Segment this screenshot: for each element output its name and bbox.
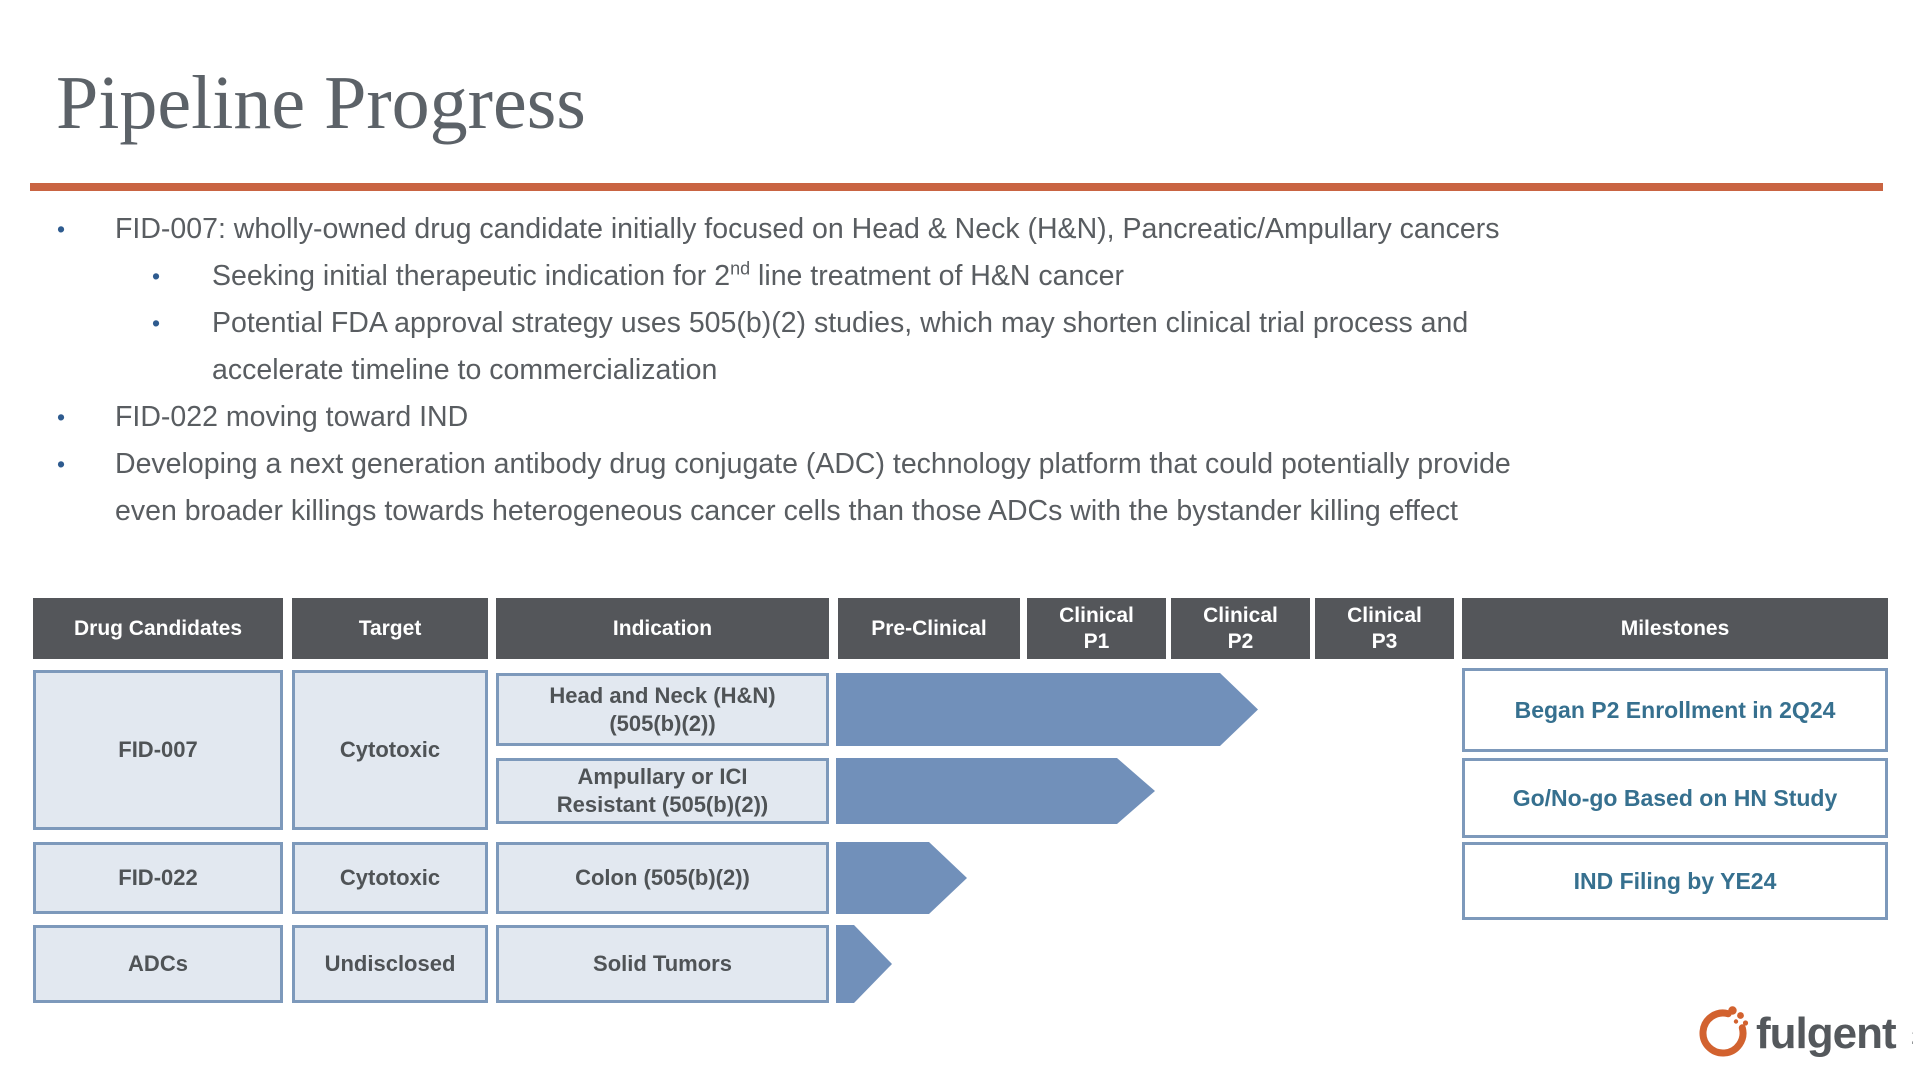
bullet-text-part: line treatment of H&N cancer xyxy=(750,260,1124,292)
brand-name: fulgent xyxy=(1756,1008,1897,1058)
header-clinical-p3: Clinical P3 xyxy=(1315,598,1454,659)
cell-drug-adcs: ADCs xyxy=(33,925,283,1003)
header-target: Target xyxy=(292,598,488,659)
progress-arrow-head-neck xyxy=(836,673,1258,746)
cell-drug-fid007: FID-007 xyxy=(33,670,283,830)
cell-indication-ampullary: Ampullary or ICI Resistant (505(b)(2)) xyxy=(496,758,829,824)
bullet-adc: • Developing a next generation antibody … xyxy=(45,441,1525,535)
milestone-ind-filing: IND Filing by YE24 xyxy=(1462,842,1888,920)
footer: fulgent 29 xyxy=(1694,1000,1913,1067)
bullet-text-line: even broader killings towards heterogene… xyxy=(115,495,1458,527)
bullet-marker: • xyxy=(152,310,161,336)
bullet-list: • FID-007: wholly-owned drug candidate i… xyxy=(45,206,1525,535)
cell-drug-fid022: FID-022 xyxy=(33,842,283,914)
page-number: 29 xyxy=(1912,1026,1913,1050)
bullet-fid007: • FID-007: wholly-owned drug candidate i… xyxy=(45,206,1525,253)
cell-target-fid022: Cytotoxic xyxy=(292,842,488,914)
progress-arrow-colon xyxy=(836,842,967,914)
progress-arrow-solid-tumors xyxy=(836,925,892,1003)
header-pre-clinical: Pre-Clinical xyxy=(838,598,1020,659)
header-milestones: Milestones xyxy=(1462,598,1888,659)
milestone-p2-enrollment: Began P2 Enrollment in 2Q24 xyxy=(1462,668,1888,752)
bullet-marker: • xyxy=(152,263,161,289)
bullet-text: FID-007: wholly-owned drug candidate ini… xyxy=(115,213,1500,245)
header-indication: Indication xyxy=(496,598,829,659)
bullet-text: FID-022 moving toward IND xyxy=(115,401,469,433)
bullet-text-line: Potential FDA approval strategy uses 505… xyxy=(212,307,1469,339)
fulgent-logo-icon xyxy=(1694,1000,1752,1067)
cell-indication-head-neck: Head and Neck (H&N) (505(b)(2)) xyxy=(496,673,829,746)
bullet-text: Developing a next generation antibody dr… xyxy=(115,441,1525,535)
bullet-marker: • xyxy=(57,404,66,430)
superscript: nd xyxy=(730,258,751,279)
header-clinical-p1: Clinical P1 xyxy=(1027,598,1166,659)
milestone-go-no-go: Go/No-go Based on HN Study xyxy=(1462,758,1888,838)
header-clinical-p2: Clinical P2 xyxy=(1171,598,1310,659)
bullet-text-line: accelerate timeline to commercialization xyxy=(212,354,718,386)
bullet-text: Seeking initial therapeutic indication f… xyxy=(212,253,1525,300)
bullet-marker: • xyxy=(57,216,66,242)
bullet-fid022: • FID-022 moving toward IND xyxy=(45,394,1525,441)
bullet-marker: • xyxy=(57,451,66,477)
cell-target-fid007: Cytotoxic xyxy=(292,670,488,830)
cell-target-adcs: Undisclosed xyxy=(292,925,488,1003)
page-title: Pipeline Progress xyxy=(56,61,586,145)
bullet-fid007-sub1: • Seeking initial therapeutic indication… xyxy=(45,253,1525,300)
cell-indication-colon: Colon (505(b)(2)) xyxy=(496,842,829,914)
bullet-fid007-sub2: • Potential FDA approval strategy uses 5… xyxy=(45,300,1525,394)
header-drug-candidates: Drug Candidates xyxy=(33,598,283,659)
bullet-text: Potential FDA approval strategy uses 505… xyxy=(212,300,1525,394)
bullet-text-line: Developing a next generation antibody dr… xyxy=(115,448,1511,480)
title-divider xyxy=(30,183,1883,191)
cell-indication-solid-tumors: Solid Tumors xyxy=(496,925,829,1003)
progress-arrow-ampullary xyxy=(836,758,1155,824)
bullet-text-part: Seeking initial therapeutic indication f… xyxy=(212,260,731,292)
